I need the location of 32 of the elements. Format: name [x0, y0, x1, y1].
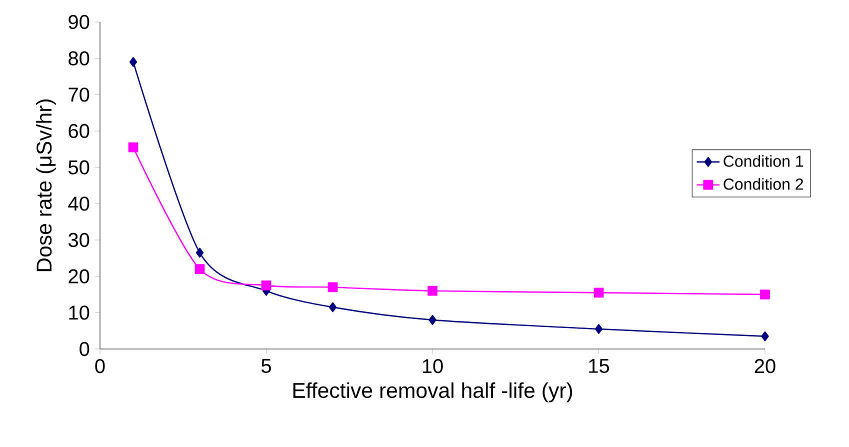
point: [428, 314, 436, 325]
point: [328, 302, 337, 312]
y-tick-label: 20: [68, 269, 90, 284]
y-tick-label: 10: [69, 306, 90, 320]
point: [261, 280, 272, 290]
y-tick-label: 70: [68, 88, 90, 102]
point: [594, 288, 604, 298]
point: [128, 142, 138, 152]
x-tick-label: 15: [589, 359, 610, 373]
point: [428, 286, 438, 296]
x-tick-label: 0: [95, 359, 105, 374]
y-tick-label: 40: [68, 196, 90, 211]
x-tick-label: 5: [261, 359, 271, 373]
y-tick-label: 50: [68, 160, 90, 174]
x-tick-label: 10: [422, 359, 443, 374]
point: [594, 324, 603, 334]
y-tick-label: 0: [80, 342, 90, 356]
y-axis-title: Dose rate (μSv/hr): [36, 100, 56, 272]
point: [760, 290, 770, 300]
point: [196, 248, 204, 258]
y-tick-label: 80: [68, 51, 90, 66]
point: [761, 331, 769, 342]
y-tick-label: 30: [68, 232, 90, 248]
point: [129, 57, 138, 67]
x-tick-label: 20: [754, 359, 776, 374]
y-tick-label: 90: [68, 14, 90, 30]
legend-label: Condition 1: [724, 155, 804, 167]
point: [328, 282, 338, 292]
legend-label: Condition 2: [724, 178, 803, 190]
y-tick-label: 60: [68, 124, 90, 138]
x-axis-title: Effective removal half -life (yr): [293, 382, 572, 402]
point: [194, 264, 205, 274]
